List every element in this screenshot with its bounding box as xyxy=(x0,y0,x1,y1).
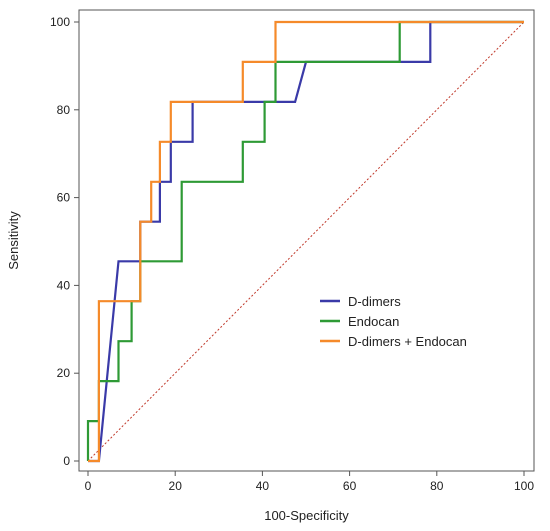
series-line-d-dimers-endocan xyxy=(88,20,524,463)
legend-label: D-dimers + Endocan xyxy=(348,334,467,349)
x-tick-label: 80 xyxy=(430,479,444,493)
x-tick-label: 40 xyxy=(256,479,270,493)
x-tick-label: 60 xyxy=(343,479,357,493)
x-tick-label: 20 xyxy=(169,479,183,493)
series-layer xyxy=(86,20,524,463)
x-tick-label: 100 xyxy=(514,479,534,493)
x-tick-label: 0 xyxy=(85,479,92,493)
y-tick-label: 40 xyxy=(57,278,71,292)
y-axis-label: Sensitivity xyxy=(6,211,21,270)
plot-frame xyxy=(78,9,535,472)
y-tick-label: 60 xyxy=(57,191,71,205)
legend: D-dimers Endocan D-dimers + Endocan xyxy=(320,294,467,349)
reference-diagonal-line xyxy=(87,21,525,462)
x-axis-label: 100-Specificity xyxy=(264,508,349,523)
y-tick-label: 0 xyxy=(63,454,70,468)
y-tick-label: 20 xyxy=(57,366,71,380)
series-line-endocan xyxy=(86,20,524,461)
legend-label: D-dimers xyxy=(348,294,401,309)
x-axis-ticks: 0 20 40 60 80 100 xyxy=(85,471,534,493)
y-tick-label: 100 xyxy=(50,15,70,29)
legend-label: Endocan xyxy=(348,314,399,329)
y-axis-ticks: 0 20 40 60 80 100 xyxy=(50,15,79,468)
y-tick-label: 80 xyxy=(57,103,71,117)
